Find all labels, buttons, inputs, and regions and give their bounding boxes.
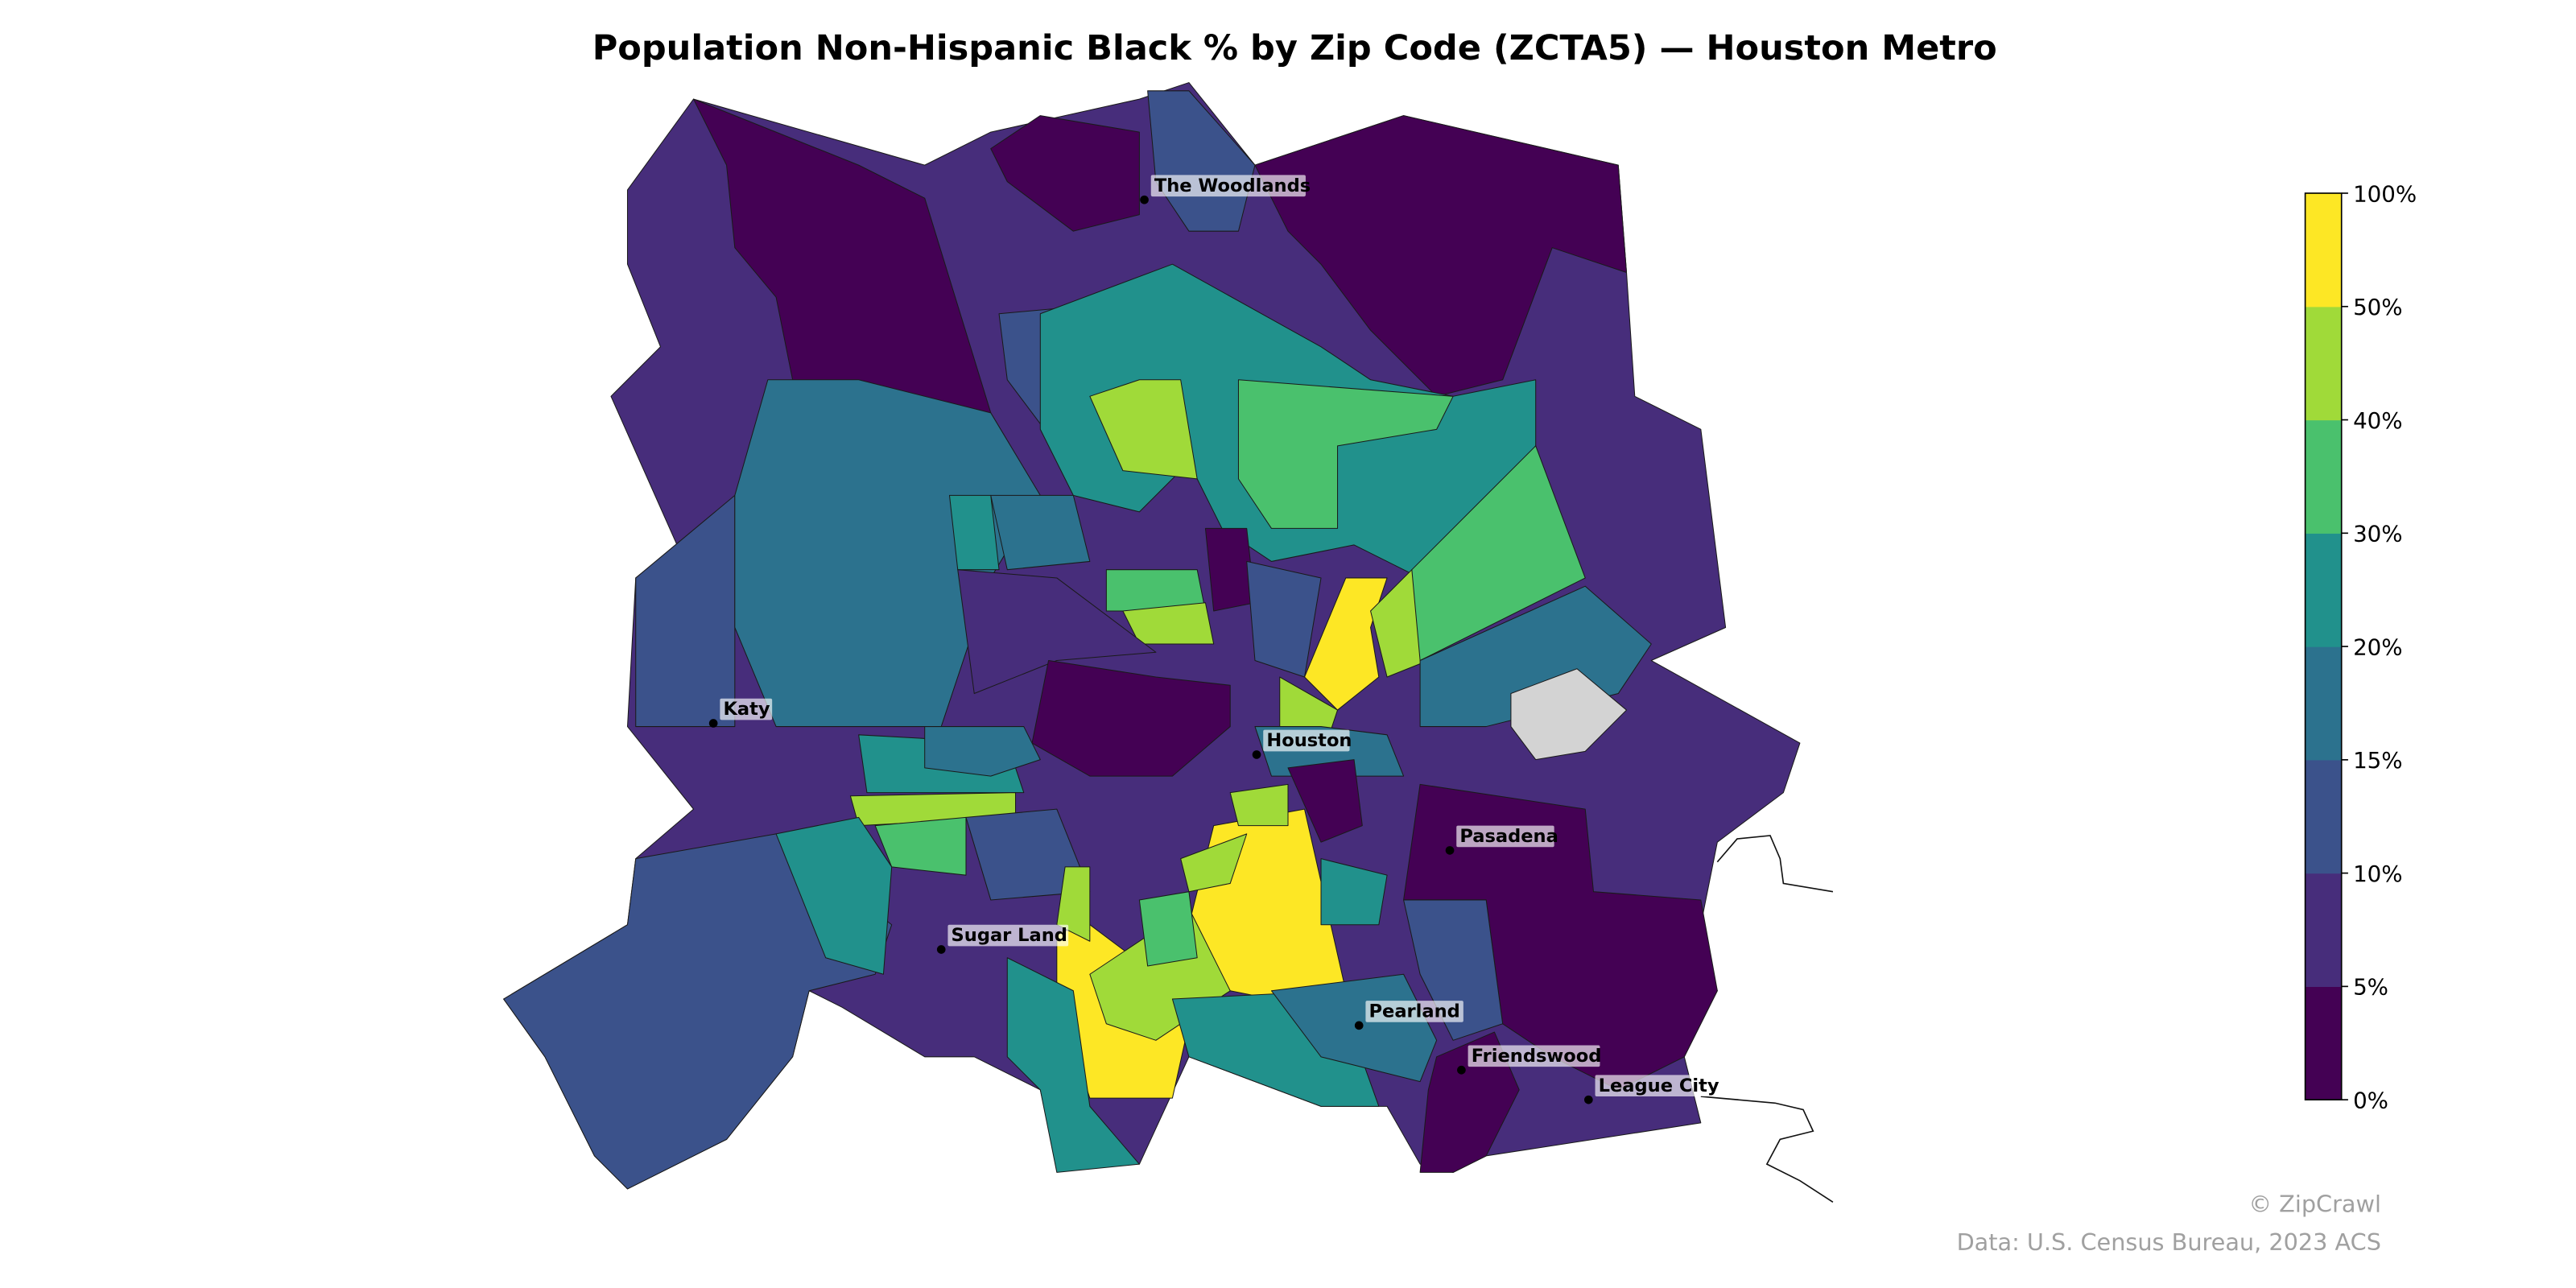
colorbar-segment [2305,306,2342,421]
colorbar-tick-label: 5% [2353,974,2388,1001]
colorbar-segment [2305,193,2342,308]
city-marker: Houston [1252,729,1352,759]
city-label-box [947,924,1069,947]
city-label-box [1468,1045,1600,1067]
zip-region-no-data [1510,668,1628,761]
zip-region [1254,115,1628,397]
copyright-credit: © ZipCrawl [2248,1191,2381,1218]
colorbar-tick-label: 0% [2353,1087,2388,1113]
city-label: Sugar Land [952,925,1067,946]
city-dot [1252,750,1261,759]
city-label: The Woodlands [1154,175,1311,196]
colorbar-tick-label: 30% [2353,521,2403,547]
zip-region [1031,659,1231,777]
city-dot [1584,1095,1593,1104]
city-label-box [1150,175,1306,197]
city-marker: Pasadena [1445,825,1558,855]
colorbar-tick-label: 20% [2353,634,2403,660]
zip-region [1229,783,1289,827]
city-label: Pasadena [1459,826,1558,847]
city-dot [1457,1065,1466,1075]
city-dot [936,945,946,954]
zip-region [1411,445,1586,662]
zip-region [948,494,1000,571]
zip-region [1403,899,1504,1041]
zip-region [1237,379,1454,529]
zip-region [775,816,893,975]
colorbar-segment [2305,646,2342,761]
city-label-box [720,698,773,720]
city-label: Pearland [1369,1001,1460,1022]
city-label-box [1456,825,1554,848]
zip-region [990,115,1140,232]
zip-region [1246,560,1322,678]
city-label: Friendswood [1472,1046,1602,1067]
coastline [1700,835,1834,1203]
city-dot [1445,846,1455,855]
city-label-box [1595,1075,1728,1097]
zip-region [924,726,1041,777]
city-dot [1354,1021,1364,1030]
zip-region [1006,957,1140,1173]
zip-region [635,494,736,728]
city-marker: League City [1584,1075,1728,1104]
colorbar-tick-label: 15% [2353,747,2403,774]
city-marker: Sugar Land [936,924,1069,954]
data-source-credit: Data: U.S. Census Bureau, 2023 ACS [1957,1228,2381,1256]
colorbar-segment [2305,873,2342,987]
zip-region [1122,602,1215,645]
colorbar-tick-label: 100% [2353,180,2417,207]
zip-region [1180,833,1248,893]
colorbar-segment [2305,419,2342,534]
city-label: Katy [723,699,770,720]
city-marker: Friendswood [1457,1045,1602,1075]
colorbar-tick-label: 10% [2353,861,2403,887]
city-label-box [1263,729,1350,752]
colorbar-tick-label: 50% [2353,294,2403,320]
colorbar-tick-label: 40% [2353,407,2403,434]
zip-region [874,816,967,876]
city-label: League City [1599,1075,1719,1096]
colorbar-segment [2305,759,2342,874]
colorbar-segment [2305,986,2342,1100]
city-marker: Katy [708,698,773,728]
choropleth-map [503,82,1801,1190]
zip-region [1089,379,1198,480]
city-marker: Pearland [1354,1001,1463,1030]
city-dot [1140,195,1149,204]
city-markers: The Woodlands Katy Houston Pasadena Sugar La… [708,175,1728,1104]
zip-region [1419,1031,1520,1173]
zip-region [1320,858,1388,926]
zip-region [957,569,1157,695]
city-marker: The Woodlands [1140,175,1311,204]
zip-region [1056,866,1091,942]
city-label: Houston [1266,730,1352,751]
map-title: Population Non-Hispanic Black % by Zip C… [592,28,1997,68]
zip-region [1138,891,1198,967]
colorbar-segment [2305,533,2342,647]
zip-region [990,494,1091,571]
colorbar-legend: 0% 5% 10% 15% 20% 30% 40% 50% 100% [2304,180,2417,1113]
zip-region [503,833,893,1190]
zip-region [1287,759,1363,843]
city-label-box [1365,1001,1463,1022]
city-dot [708,719,718,728]
